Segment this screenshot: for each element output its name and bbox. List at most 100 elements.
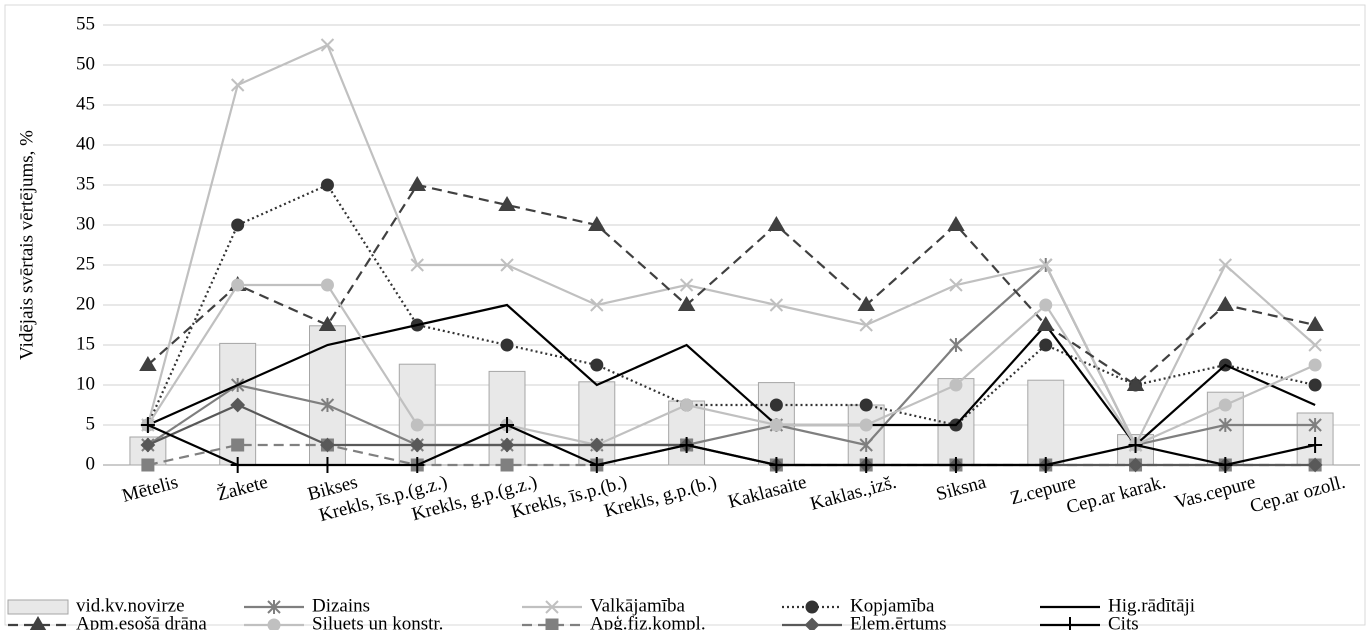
y-tick-label: 25: [76, 253, 95, 274]
marker: [1128, 437, 1143, 453]
y-tick-label: 40: [76, 133, 95, 154]
legend-label: Apm.esošā drāna: [76, 613, 207, 630]
marker: [410, 418, 424, 432]
marker: [859, 457, 874, 473]
marker: [1307, 457, 1323, 473]
marker: [410, 258, 424, 272]
marker: [1126, 376, 1145, 391]
marker: [410, 457, 425, 473]
line: [146, 283, 1316, 447]
marker: [267, 618, 281, 630]
marker: [590, 298, 604, 312]
legend-item: Valkājamība: [522, 595, 686, 616]
x-tick-label: Mētelis: [120, 472, 180, 507]
marker: [500, 417, 515, 433]
y-tick-label: 45: [76, 93, 95, 114]
marker: [231, 278, 245, 292]
marker: [1063, 617, 1077, 630]
y-tick-label: 5: [86, 413, 96, 434]
marker: [804, 617, 820, 630]
y-axis-label: Vidējais svērtais vērtējums, %: [16, 130, 37, 360]
y-tick-label: 15: [76, 333, 95, 354]
marker: [545, 600, 559, 614]
marker: [680, 398, 694, 412]
marker: [140, 437, 156, 453]
legend-item: Siluets un konstr.: [244, 613, 443, 630]
marker: [769, 418, 783, 432]
marker: [769, 298, 784, 312]
marker: [139, 356, 157, 371]
marker: [1306, 316, 1324, 331]
legend-item: Cits: [1040, 613, 1139, 630]
marker: [767, 216, 786, 231]
marker: [769, 398, 783, 412]
marker: [679, 437, 694, 453]
marker: [499, 437, 515, 453]
marker: [949, 378, 963, 392]
marker: [1039, 258, 1053, 272]
line: [147, 303, 1316, 447]
marker: [1218, 418, 1233, 432]
marker: [1039, 298, 1053, 312]
marker: [320, 38, 335, 52]
marker: [947, 216, 965, 231]
marker: [679, 278, 694, 292]
marker: [140, 417, 155, 433]
y-tick-label: 0: [86, 453, 96, 474]
marker: [677, 296, 696, 311]
plot-border: [4, 4, 1366, 626]
marker: [1128, 457, 1143, 473]
legend-item: Apģ.fiz.kompl.: [522, 613, 706, 630]
x-tick-label: Cep.ar karak.: [1064, 472, 1168, 519]
marker: [320, 457, 335, 473]
x-tick-label: Vas.cepure: [1172, 472, 1257, 514]
marker: [1037, 316, 1055, 331]
legend-label: Dizains: [312, 595, 370, 616]
legend-label: Hig.rādītāji: [1108, 595, 1195, 616]
x-tick-label: Siksna: [934, 472, 989, 506]
marker: [949, 338, 963, 352]
marker: [231, 438, 245, 452]
marker: [949, 278, 963, 292]
marker: [1039, 338, 1053, 352]
marker: [948, 457, 963, 473]
legend-item: Hig.rādītāji: [1040, 595, 1195, 616]
line: [146, 183, 1316, 427]
marker: [589, 457, 604, 473]
marker: [588, 216, 606, 231]
marker: [1308, 437, 1323, 453]
legend-item: Dizains: [244, 595, 370, 616]
marker: [1308, 358, 1322, 372]
x-tick-label: Kaklas.,izš.: [808, 472, 899, 515]
marker: [409, 437, 425, 453]
marker: [267, 600, 281, 614]
bar: [578, 381, 616, 466]
bar: [668, 400, 706, 466]
marker: [769, 457, 784, 473]
bar: [847, 404, 885, 466]
y-tick-label: 55: [76, 13, 95, 34]
legend-item: Apm.esošā drāna: [8, 613, 207, 630]
marker: [29, 616, 47, 630]
marker: [408, 176, 426, 191]
line: [147, 183, 1316, 387]
legend-label: Kopjamība: [850, 595, 935, 616]
marker: [1218, 258, 1233, 272]
marker: [1218, 398, 1232, 412]
legend-label: Cits: [1108, 613, 1139, 630]
legend-item: vid.kv.novirze: [7, 595, 185, 616]
x-tick-label: Cep.ar ozoll.: [1248, 472, 1348, 518]
marker: [500, 258, 514, 272]
marker: [230, 397, 246, 413]
marker: [498, 196, 516, 211]
marker: [589, 437, 605, 453]
marker: [545, 618, 559, 630]
y-tick-label: 20: [76, 293, 95, 314]
legend-label: Elem.ērtums: [850, 613, 947, 630]
marker: [1218, 457, 1233, 473]
marker: [1216, 296, 1235, 311]
marker: [1308, 378, 1322, 392]
marker: [859, 418, 873, 432]
x-tick-label: Žakete: [214, 471, 270, 506]
